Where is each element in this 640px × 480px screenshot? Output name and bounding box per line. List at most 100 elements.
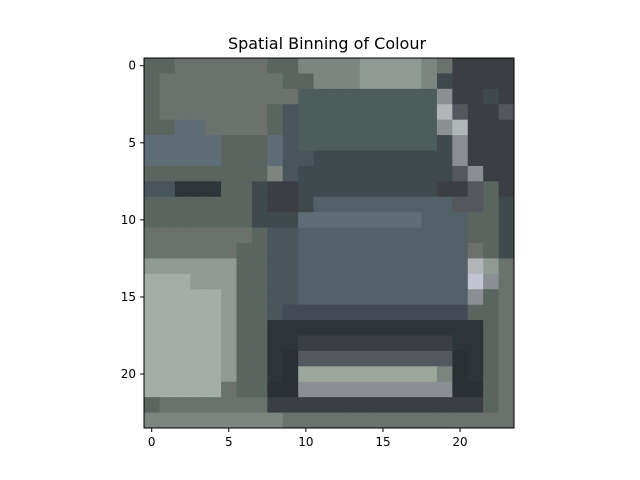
heatmap-cell xyxy=(159,320,175,336)
heatmap-cell xyxy=(468,320,484,336)
heatmap-cell xyxy=(437,166,453,182)
heatmap-cell xyxy=(206,320,222,336)
heatmap-cell xyxy=(483,351,499,367)
heatmap-cell xyxy=(468,73,484,89)
heatmap-cell xyxy=(206,181,222,197)
heatmap-cell xyxy=(237,382,253,398)
heatmap-cell xyxy=(499,382,515,398)
heatmap-cell xyxy=(252,289,268,305)
heatmap-cell xyxy=(452,351,468,367)
heatmap-cell xyxy=(144,181,160,197)
heatmap-cell xyxy=(314,413,330,429)
heatmap-cell xyxy=(298,228,314,244)
heatmap-cell xyxy=(298,181,314,197)
heatmap-cell xyxy=(499,413,515,429)
heatmap-cell xyxy=(344,320,360,336)
heatmap-cell xyxy=(406,89,422,105)
heatmap-cell xyxy=(422,320,438,336)
heatmap-cell xyxy=(375,135,391,151)
heatmap-cell xyxy=(468,166,484,182)
heatmap-cell xyxy=(437,382,453,398)
heatmap-cell xyxy=(483,258,499,274)
heatmap-cell xyxy=(437,120,453,136)
heatmap-cell xyxy=(391,104,407,120)
heatmap-cell xyxy=(221,166,237,182)
heatmap-cell xyxy=(206,166,222,182)
heatmap-cell xyxy=(452,166,468,182)
heatmap-cell xyxy=(175,73,191,89)
heatmap-cell xyxy=(267,289,283,305)
heatmap-cell xyxy=(190,89,206,105)
heatmap-cell xyxy=(437,197,453,213)
heatmap-cell xyxy=(375,120,391,136)
heatmap-cell xyxy=(144,243,160,259)
heatmap-cell xyxy=(360,89,376,105)
heatmap-cell xyxy=(237,104,253,120)
heatmap-cell xyxy=(252,135,268,151)
heatmap-cell xyxy=(283,212,299,228)
heatmap-cell xyxy=(452,104,468,120)
heatmap-cell xyxy=(283,289,299,305)
heatmap-cell xyxy=(206,197,222,213)
heatmap-cell xyxy=(344,73,360,89)
heatmap-cell xyxy=(252,197,268,213)
heatmap-cell xyxy=(468,397,484,413)
heatmap-cell xyxy=(252,258,268,274)
heatmap-cell xyxy=(252,320,268,336)
heatmap-cell xyxy=(159,289,175,305)
heatmap-cell xyxy=(190,135,206,151)
heatmap-cell xyxy=(144,366,160,382)
heatmap-cell xyxy=(360,120,376,136)
heatmap-cell xyxy=(159,274,175,290)
heatmap-cell xyxy=(175,305,191,321)
heatmap-cell xyxy=(406,320,422,336)
heatmap-cell xyxy=(314,89,330,105)
heatmap-cell xyxy=(329,351,345,367)
heatmap-cell xyxy=(483,212,499,228)
heatmap-cell xyxy=(360,58,376,74)
heatmap-cell xyxy=(190,104,206,120)
heatmap-cell xyxy=(267,212,283,228)
heatmap-cell xyxy=(237,89,253,105)
heatmap-cell xyxy=(298,320,314,336)
heatmap-cell xyxy=(221,366,237,382)
y-tick-label: 10 xyxy=(121,213,136,227)
heatmap-cell xyxy=(422,135,438,151)
heatmap-cell xyxy=(221,320,237,336)
heatmap-cell xyxy=(221,120,237,136)
heatmap-cell xyxy=(252,366,268,382)
heatmap-cell xyxy=(190,397,206,413)
heatmap-cell xyxy=(267,197,283,213)
heatmap-cell xyxy=(283,197,299,213)
heatmap-cell xyxy=(144,135,160,151)
heatmap-cell xyxy=(175,151,191,167)
heatmap-cell xyxy=(329,197,345,213)
heatmap-cell xyxy=(298,413,314,429)
heatmap-cell xyxy=(190,366,206,382)
heatmap-cell xyxy=(221,58,237,74)
heatmap-cell xyxy=(175,320,191,336)
heatmap-cell xyxy=(237,243,253,259)
heatmap-cell xyxy=(159,243,175,259)
heatmap-cell xyxy=(360,382,376,398)
heatmap-cell xyxy=(252,151,268,167)
heatmap-cell xyxy=(237,397,253,413)
heatmap-cell xyxy=(252,336,268,352)
heatmap-cell xyxy=(237,320,253,336)
heatmap-cell xyxy=(344,135,360,151)
heatmap-cell xyxy=(483,181,499,197)
heatmap-cell xyxy=(190,181,206,197)
heatmap-cell xyxy=(237,58,253,74)
heatmap-cell xyxy=(206,351,222,367)
heatmap-cell xyxy=(298,243,314,259)
heatmap-cell xyxy=(252,212,268,228)
heatmap-cell xyxy=(468,135,484,151)
heatmap-cell xyxy=(344,274,360,290)
heatmap-cell xyxy=(483,166,499,182)
heatmap-cell xyxy=(499,351,515,367)
heatmap-cell xyxy=(283,258,299,274)
heatmap-cell xyxy=(499,135,515,151)
heatmap-cell xyxy=(391,151,407,167)
heatmap-cell xyxy=(375,212,391,228)
